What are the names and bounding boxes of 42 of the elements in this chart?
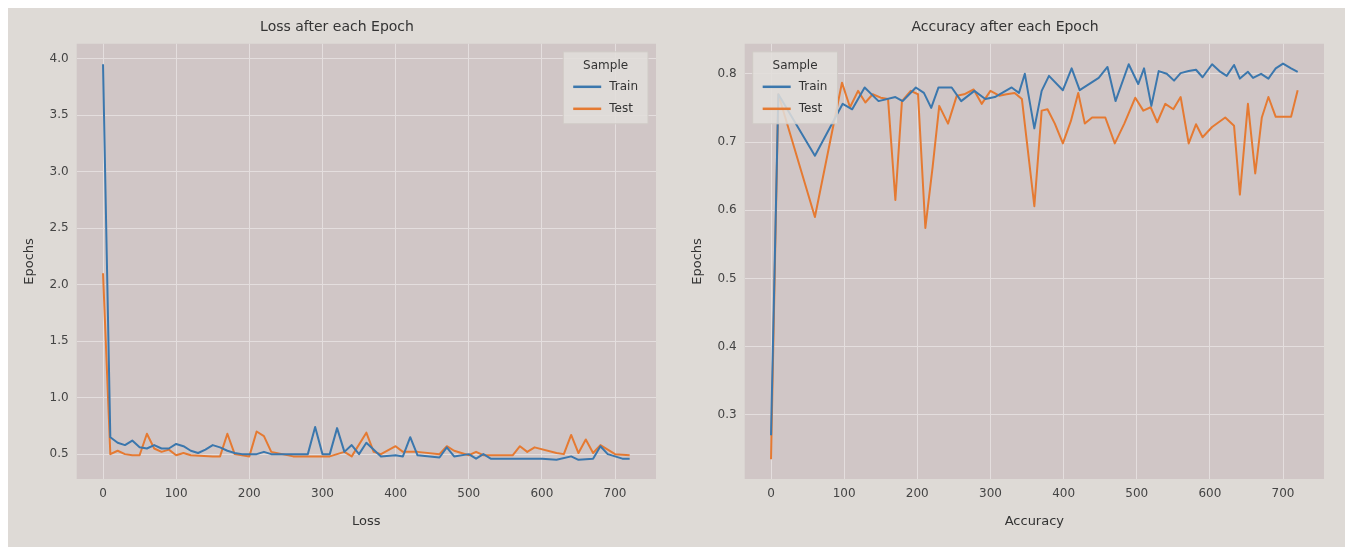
x-tick-label: 500 bbox=[457, 486, 481, 501]
y-tick-label: 0.3 bbox=[717, 407, 737, 421]
x-tick-label: 200 bbox=[237, 486, 261, 501]
y-tick-label: 0.5 bbox=[717, 270, 737, 285]
x-tick-label: 0 bbox=[99, 486, 107, 501]
chart-title: Accuracy after each Epoch bbox=[911, 18, 1099, 35]
y-tick-label: 0.4 bbox=[717, 338, 737, 353]
y-tick-label: 2.0 bbox=[49, 276, 69, 291]
y-axis-title: Epochs bbox=[689, 237, 705, 285]
y-tick-label: 0.5 bbox=[49, 446, 69, 461]
y-tick-label: 0.7 bbox=[717, 134, 737, 149]
y-tick-label: 2.5 bbox=[49, 220, 69, 235]
legend-title: Sample bbox=[583, 57, 629, 72]
y-tick-label: 0.8 bbox=[717, 65, 737, 80]
y-tick-label: 3.0 bbox=[49, 163, 69, 178]
x-tick-label: 300 bbox=[311, 486, 334, 501]
x-tick-label: 400 bbox=[384, 486, 408, 501]
x-axis-title: Loss bbox=[352, 512, 381, 528]
x-tick-label: 100 bbox=[164, 486, 188, 501]
y-tick-label: 0.6 bbox=[717, 202, 737, 217]
chart-title: Loss after each Epoch bbox=[260, 18, 414, 35]
x-axis-title: Accuracy bbox=[1004, 512, 1065, 528]
x-tick-label: 500 bbox=[1125, 486, 1149, 501]
legend-label: Test bbox=[797, 100, 823, 115]
x-tick-label: 200 bbox=[905, 486, 929, 501]
x-tick-label: 100 bbox=[832, 486, 856, 501]
y-tick-label: 4.0 bbox=[49, 50, 69, 65]
legend-title: Sample bbox=[772, 57, 818, 72]
x-tick-label: 400 bbox=[1052, 486, 1076, 501]
x-tick-label: 600 bbox=[1198, 486, 1222, 501]
y-tick-label: 1.0 bbox=[49, 389, 69, 404]
x-tick-label: 700 bbox=[1271, 486, 1295, 501]
legend-label: Train bbox=[608, 78, 638, 93]
x-tick-label: 0 bbox=[767, 486, 775, 501]
x-tick-label: 600 bbox=[530, 486, 554, 501]
legend-label: Train bbox=[797, 78, 828, 93]
y-axis-title: Epochs bbox=[21, 237, 37, 285]
legend-label: Test bbox=[608, 100, 634, 115]
y-tick-label: 1.5 bbox=[49, 333, 69, 348]
x-tick-label: 700 bbox=[603, 486, 627, 501]
y-tick-label: 3.5 bbox=[49, 107, 69, 122]
x-tick-label: 300 bbox=[979, 486, 1002, 501]
